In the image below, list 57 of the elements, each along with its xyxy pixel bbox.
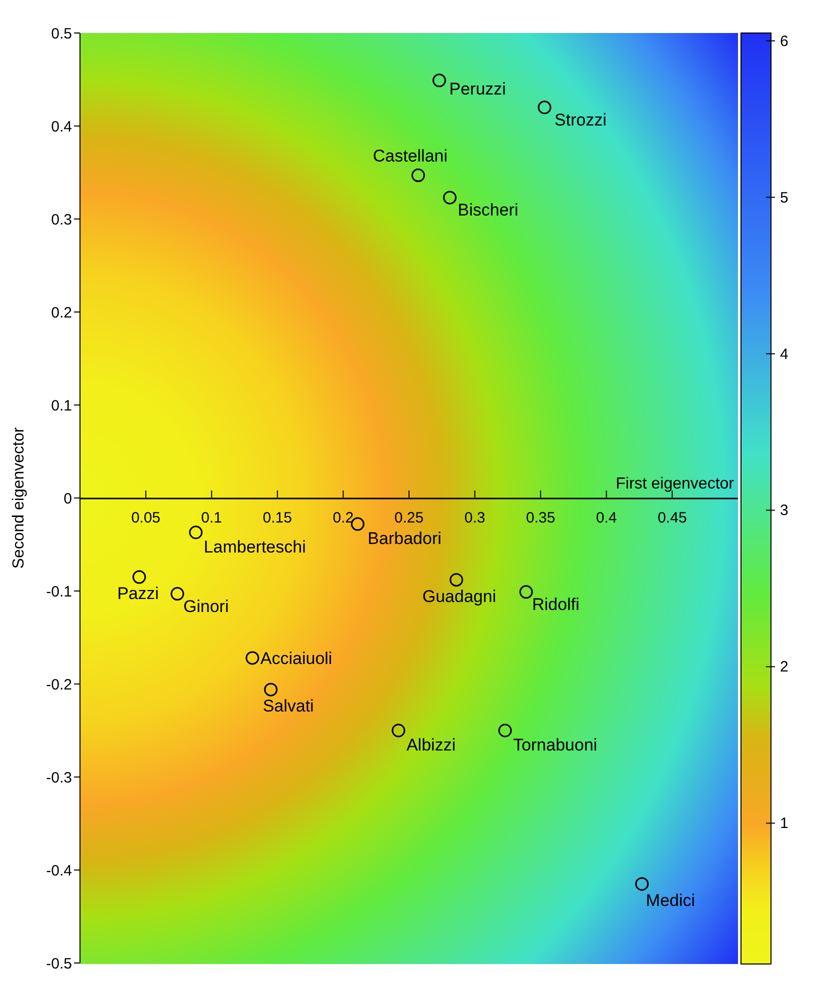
y-tick-label: 0.4 xyxy=(51,118,72,136)
point xyxy=(443,190,457,204)
annotation: Lamberteschi xyxy=(204,537,306,556)
x-tick-label: 0.4 xyxy=(596,510,617,526)
y-tick-label: -0.3 xyxy=(46,769,72,786)
point xyxy=(392,724,406,738)
annotation: Tornabuoni xyxy=(513,736,598,754)
annotation: Strozzi xyxy=(554,110,607,130)
y-tick-label: 0.5 xyxy=(51,25,72,42)
point xyxy=(264,682,278,696)
y-tick-label: -0.2 xyxy=(46,676,72,694)
x-tick-label: 0.25 xyxy=(394,510,424,526)
point xyxy=(246,651,260,665)
annotation: Bischeri xyxy=(458,200,518,220)
point xyxy=(432,74,446,88)
y-tick-label: -0.4 xyxy=(46,862,72,880)
point xyxy=(519,585,533,599)
annotation: Peruzzi xyxy=(449,79,506,98)
x-tick-label: 0.3 xyxy=(464,510,486,526)
y-tick-label: 0.2 xyxy=(51,304,72,322)
color-bar-label: 3 xyxy=(780,502,788,520)
point xyxy=(170,587,184,601)
x-axis-title: First eigenvector xyxy=(616,476,735,492)
point xyxy=(189,526,203,540)
y-tick-label: -0.1 xyxy=(46,583,72,600)
color-bar-label: 4 xyxy=(780,346,788,363)
color-bar-label: 1 xyxy=(780,815,788,832)
y-tick-label: -0.5 xyxy=(46,955,72,972)
y-tick-label: 0 xyxy=(64,490,72,508)
color-bar-label: 6 xyxy=(780,32,788,50)
annotation: Barbadori xyxy=(368,529,442,548)
point xyxy=(132,570,146,584)
x-tick-label: 0.1 xyxy=(201,510,222,526)
point xyxy=(450,573,464,587)
x-tick-label: 0.15 xyxy=(262,510,292,526)
annotation: Medici xyxy=(646,890,696,910)
point xyxy=(411,168,425,182)
y-tick-label: 0.1 xyxy=(51,397,72,414)
annotation: Salvati xyxy=(262,696,314,716)
annotation: Guadagni xyxy=(422,586,496,606)
x-tick-label: 0.45 xyxy=(658,510,687,526)
annotation: Ridolfi xyxy=(532,594,580,614)
color-bar-label: 2 xyxy=(780,658,788,676)
color-bar-label: 5 xyxy=(780,189,788,206)
annotation: Albizzi xyxy=(406,736,456,754)
y-tick-label: 0.3 xyxy=(51,211,72,228)
annotation: Pazzi xyxy=(117,584,159,604)
annotation: Acciaiuoli xyxy=(260,648,332,668)
y-axis-title: Second eigenvector xyxy=(10,426,28,569)
annotation: Castellani xyxy=(372,146,448,166)
annotation: Ginori xyxy=(183,596,229,616)
x-tick-label: 0.35 xyxy=(526,510,556,526)
x-tick-label: 0.05 xyxy=(131,510,160,526)
point xyxy=(498,724,512,738)
x-tick-label: 0.2 xyxy=(332,510,354,526)
point xyxy=(635,877,649,891)
point xyxy=(538,100,552,114)
